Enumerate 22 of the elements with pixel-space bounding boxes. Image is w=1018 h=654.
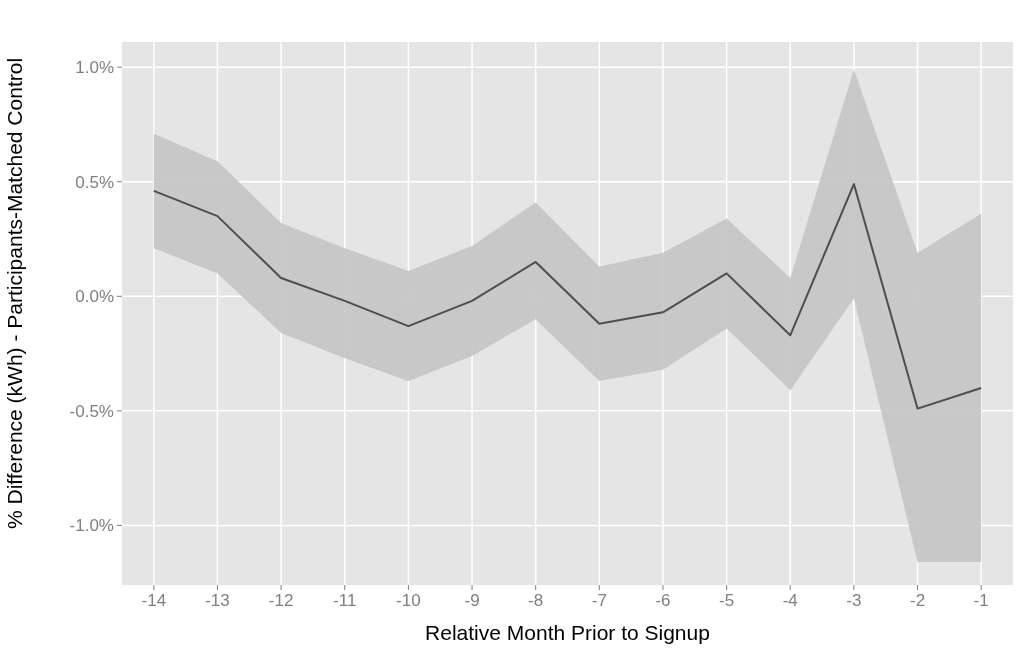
y-tick-label: -1.0%: [69, 516, 114, 536]
x-tick-label: -1: [973, 591, 989, 610]
x-tick-label: -4: [782, 591, 798, 610]
line-series: [152, 183, 983, 410]
x-tick-label: -2: [909, 591, 926, 610]
x-tick-label: -6: [655, 591, 671, 610]
x-tick-label: -11: [333, 591, 357, 610]
x-tick-label: -14: [141, 591, 167, 610]
x-tick-label: -3: [846, 591, 862, 610]
x-axis-title: Relative Month Prior to Signup: [425, 621, 710, 644]
x-tick-label: -12: [268, 591, 294, 610]
x-tick-label: -7: [591, 591, 607, 610]
y-tick-label: -0.5%: [69, 401, 114, 421]
x-tick-label: -5: [719, 591, 735, 610]
y-tick-label: 0.0%: [75, 287, 114, 307]
x-tick-label: -13: [205, 591, 230, 610]
x-tick-label: -10: [396, 591, 421, 610]
y-tick-label: 1.0%: [75, 58, 114, 78]
x-tick-label: -8: [528, 591, 544, 610]
y-tick-label: 0.5%: [75, 172, 114, 192]
y-axis-title: % Difference (kWh) - Participants-Matched Control: [3, 57, 26, 530]
x-tick-label: -9: [464, 591, 480, 610]
